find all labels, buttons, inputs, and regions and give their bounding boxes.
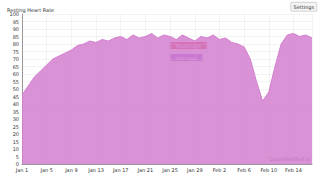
svg-text:10: 10 <box>13 146 19 152</box>
svg-text:70: 70 <box>13 56 19 62</box>
svg-text:Jan 13: Jan 13 <box>87 167 104 173</box>
svg-text:65: 65 <box>13 64 19 70</box>
svg-text:Jan 25: Jan 25 <box>161 167 178 173</box>
svg-text:Feb 2: Feb 2 <box>213 167 227 173</box>
svg-text:Resting Heart Rate: Resting Heart Rate <box>7 7 54 14</box>
svg-text:30: 30 <box>13 116 19 122</box>
svg-text:75: 75 <box>13 49 19 55</box>
svg-text:Feb 10: Feb 10 <box>260 167 277 173</box>
svg-text:0: 0 <box>15 161 19 167</box>
svg-text:Settings: Settings <box>293 4 314 11</box>
svg-text:50: 50 <box>13 86 19 92</box>
svg-text:85: 85 <box>13 34 19 40</box>
svg-text:Jan 21: Jan 21 <box>137 167 154 173</box>
svg-text:Feb 6: Feb 6 <box>237 167 251 173</box>
svg-text:Jan 9: Jan 9 <box>64 167 77 173</box>
svg-text:25: 25 <box>13 124 19 130</box>
svg-text:Jan 29: Jan 29 <box>186 167 203 173</box>
svg-text:5: 5 <box>16 154 19 160</box>
svg-text:60: 60 <box>13 71 19 77</box>
svg-text:Jan 5: Jan 5 <box>39 167 52 173</box>
svg-text:Jan 1: Jan 1 <box>15 167 28 173</box>
svg-text:Feb 14: Feb 14 <box>285 167 302 173</box>
svg-text:45: 45 <box>13 94 19 100</box>
svg-text:80: 80 <box>13 41 19 47</box>
svg-text:100: 100 <box>9 11 19 17</box>
svg-text:95: 95 <box>13 19 19 25</box>
svg-text:35: 35 <box>13 109 19 115</box>
svg-text:15: 15 <box>13 139 19 145</box>
svg-text:20: 20 <box>13 131 19 137</box>
svg-text:Jan 17: Jan 17 <box>112 167 129 173</box>
svg-text:40: 40 <box>13 101 19 107</box>
svg-text:55: 55 <box>13 79 19 85</box>
svg-text:90: 90 <box>13 26 19 32</box>
